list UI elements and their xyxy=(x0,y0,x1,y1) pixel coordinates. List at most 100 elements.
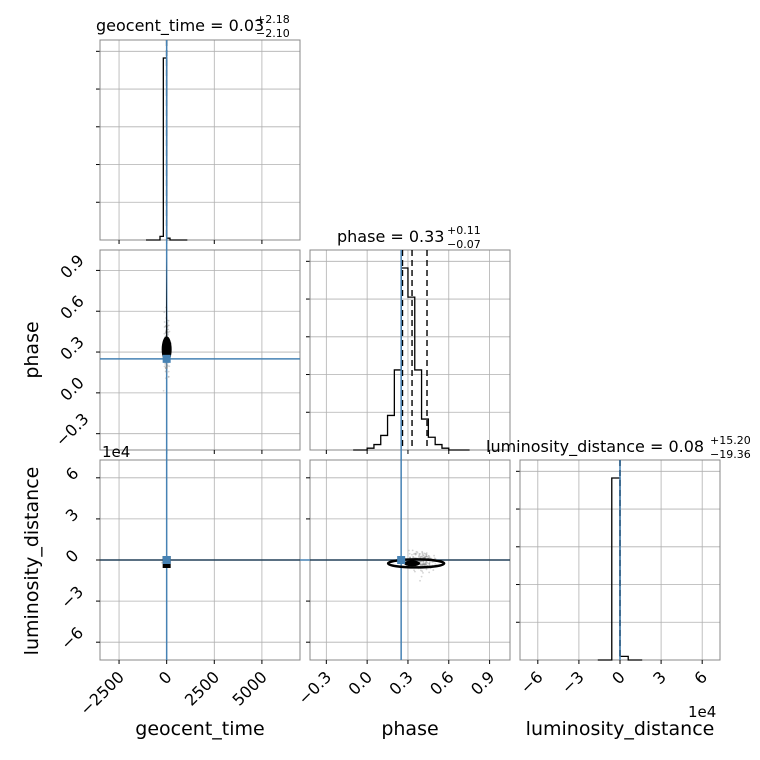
title-geocent-time-median: 0.03 xyxy=(229,16,265,35)
ylabel-luminosity-distance: luminosity_distance xyxy=(21,467,43,656)
x-tick-label: 5000 xyxy=(229,667,271,709)
sample-point xyxy=(419,563,422,566)
sample-point xyxy=(166,364,169,367)
x-tick-label: 6 xyxy=(690,667,711,688)
x-tick-label: 0.9 xyxy=(467,667,498,698)
sample-point xyxy=(416,551,419,554)
sample-point xyxy=(425,553,428,556)
sample-point xyxy=(167,324,170,327)
sample-point xyxy=(408,552,411,555)
hist-phase xyxy=(353,267,470,451)
sample-point xyxy=(165,366,168,369)
sample-point xyxy=(164,362,166,365)
sample-point xyxy=(414,552,417,555)
x-tick-label: 0.3 xyxy=(385,667,416,698)
sample-point xyxy=(420,555,423,558)
sample-point xyxy=(422,561,425,564)
x-tick-label: 2500 xyxy=(181,667,223,709)
sample-point xyxy=(412,556,414,558)
sample-point xyxy=(425,552,428,554)
sample-point xyxy=(424,563,427,566)
x-tick-label: −6 xyxy=(517,667,547,697)
sample-point xyxy=(412,556,415,558)
sample-point xyxy=(165,367,168,370)
sample-point xyxy=(421,563,424,566)
sample-point xyxy=(425,561,428,564)
sample-point xyxy=(425,563,428,566)
sample-point xyxy=(420,564,423,567)
svg-text:phase = 0.33: phase = 0.33 xyxy=(337,227,444,246)
sample-point xyxy=(434,563,437,565)
x-tick-label: 0 xyxy=(608,667,629,688)
panel-frame xyxy=(99,39,301,241)
sample-point xyxy=(165,370,167,372)
sample-point xyxy=(423,563,426,566)
sample-point xyxy=(167,319,170,322)
sample-point xyxy=(165,365,168,367)
sample-point xyxy=(424,563,427,565)
sample-point xyxy=(164,366,167,369)
sample-point xyxy=(419,563,422,566)
sample-point xyxy=(421,560,424,563)
sample-point xyxy=(414,570,416,573)
sample-point xyxy=(423,563,426,566)
sample-point xyxy=(420,569,422,572)
sample-point xyxy=(422,560,425,563)
sample-point xyxy=(433,557,436,560)
y-tick-label: −3 xyxy=(57,582,87,612)
sample-point xyxy=(426,555,429,558)
xlabel-luminosity-distance: luminosity_distance xyxy=(526,718,715,740)
sample-point xyxy=(428,562,431,565)
sample-point xyxy=(431,561,434,564)
title-ld-plus: +15.20 xyxy=(710,434,751,447)
sample-point xyxy=(421,564,424,566)
sample-point xyxy=(160,561,163,564)
title-geocent-time-main: geocent_time xyxy=(96,16,205,36)
sample-point xyxy=(424,556,426,559)
sample-point xyxy=(163,321,166,323)
y-tick-label: 0 xyxy=(62,546,83,567)
sample-point xyxy=(420,575,423,578)
panel-2-2 xyxy=(516,459,721,664)
sample-point xyxy=(424,561,427,564)
x-offset-text: 1e4 xyxy=(688,703,716,721)
sample-point xyxy=(411,549,414,552)
sample-point xyxy=(428,563,431,566)
sample-point xyxy=(415,552,418,555)
density-spike-phase-geocent xyxy=(166,256,168,339)
sample-point xyxy=(165,366,168,369)
sample-point xyxy=(433,554,435,557)
sample-point xyxy=(166,319,169,322)
sample-point xyxy=(422,556,425,559)
sample-point xyxy=(163,332,166,335)
y-tick-label: 6 xyxy=(62,464,83,485)
sample-point xyxy=(168,365,171,368)
x-tick-label: −2500 xyxy=(76,667,128,719)
sample-point xyxy=(419,563,422,566)
sample-point xyxy=(163,326,166,328)
sample-point xyxy=(422,563,425,566)
truth-marker-phase-geocent xyxy=(162,354,171,363)
sample-point xyxy=(164,331,167,334)
sample-point xyxy=(420,555,422,558)
sample-point xyxy=(422,554,425,557)
sample-point xyxy=(421,555,424,558)
sample-point xyxy=(425,555,428,558)
sample-point xyxy=(428,557,431,559)
truth-marker-ld-geocent xyxy=(162,556,171,564)
sample-point xyxy=(420,560,422,563)
x-tick-label: 0 xyxy=(155,667,176,688)
sample-point xyxy=(423,563,426,565)
sample-point xyxy=(424,555,427,558)
title-geocent-time-minus: −2.10 xyxy=(256,27,290,40)
svg-text:geocent_time = 0.03: geocent_time = 0.03 xyxy=(96,16,264,36)
sample-point xyxy=(428,556,431,558)
y-tick-label: 0.0 xyxy=(56,373,87,404)
density-core-ld-phase xyxy=(404,560,421,567)
sample-point xyxy=(166,367,168,369)
panel-frame xyxy=(309,249,511,451)
title-luminosity-distance: luminosity_distance = 0.08 +15.20 −19.36 xyxy=(486,434,751,461)
sample-point xyxy=(423,563,425,566)
sample-point xyxy=(422,563,425,566)
